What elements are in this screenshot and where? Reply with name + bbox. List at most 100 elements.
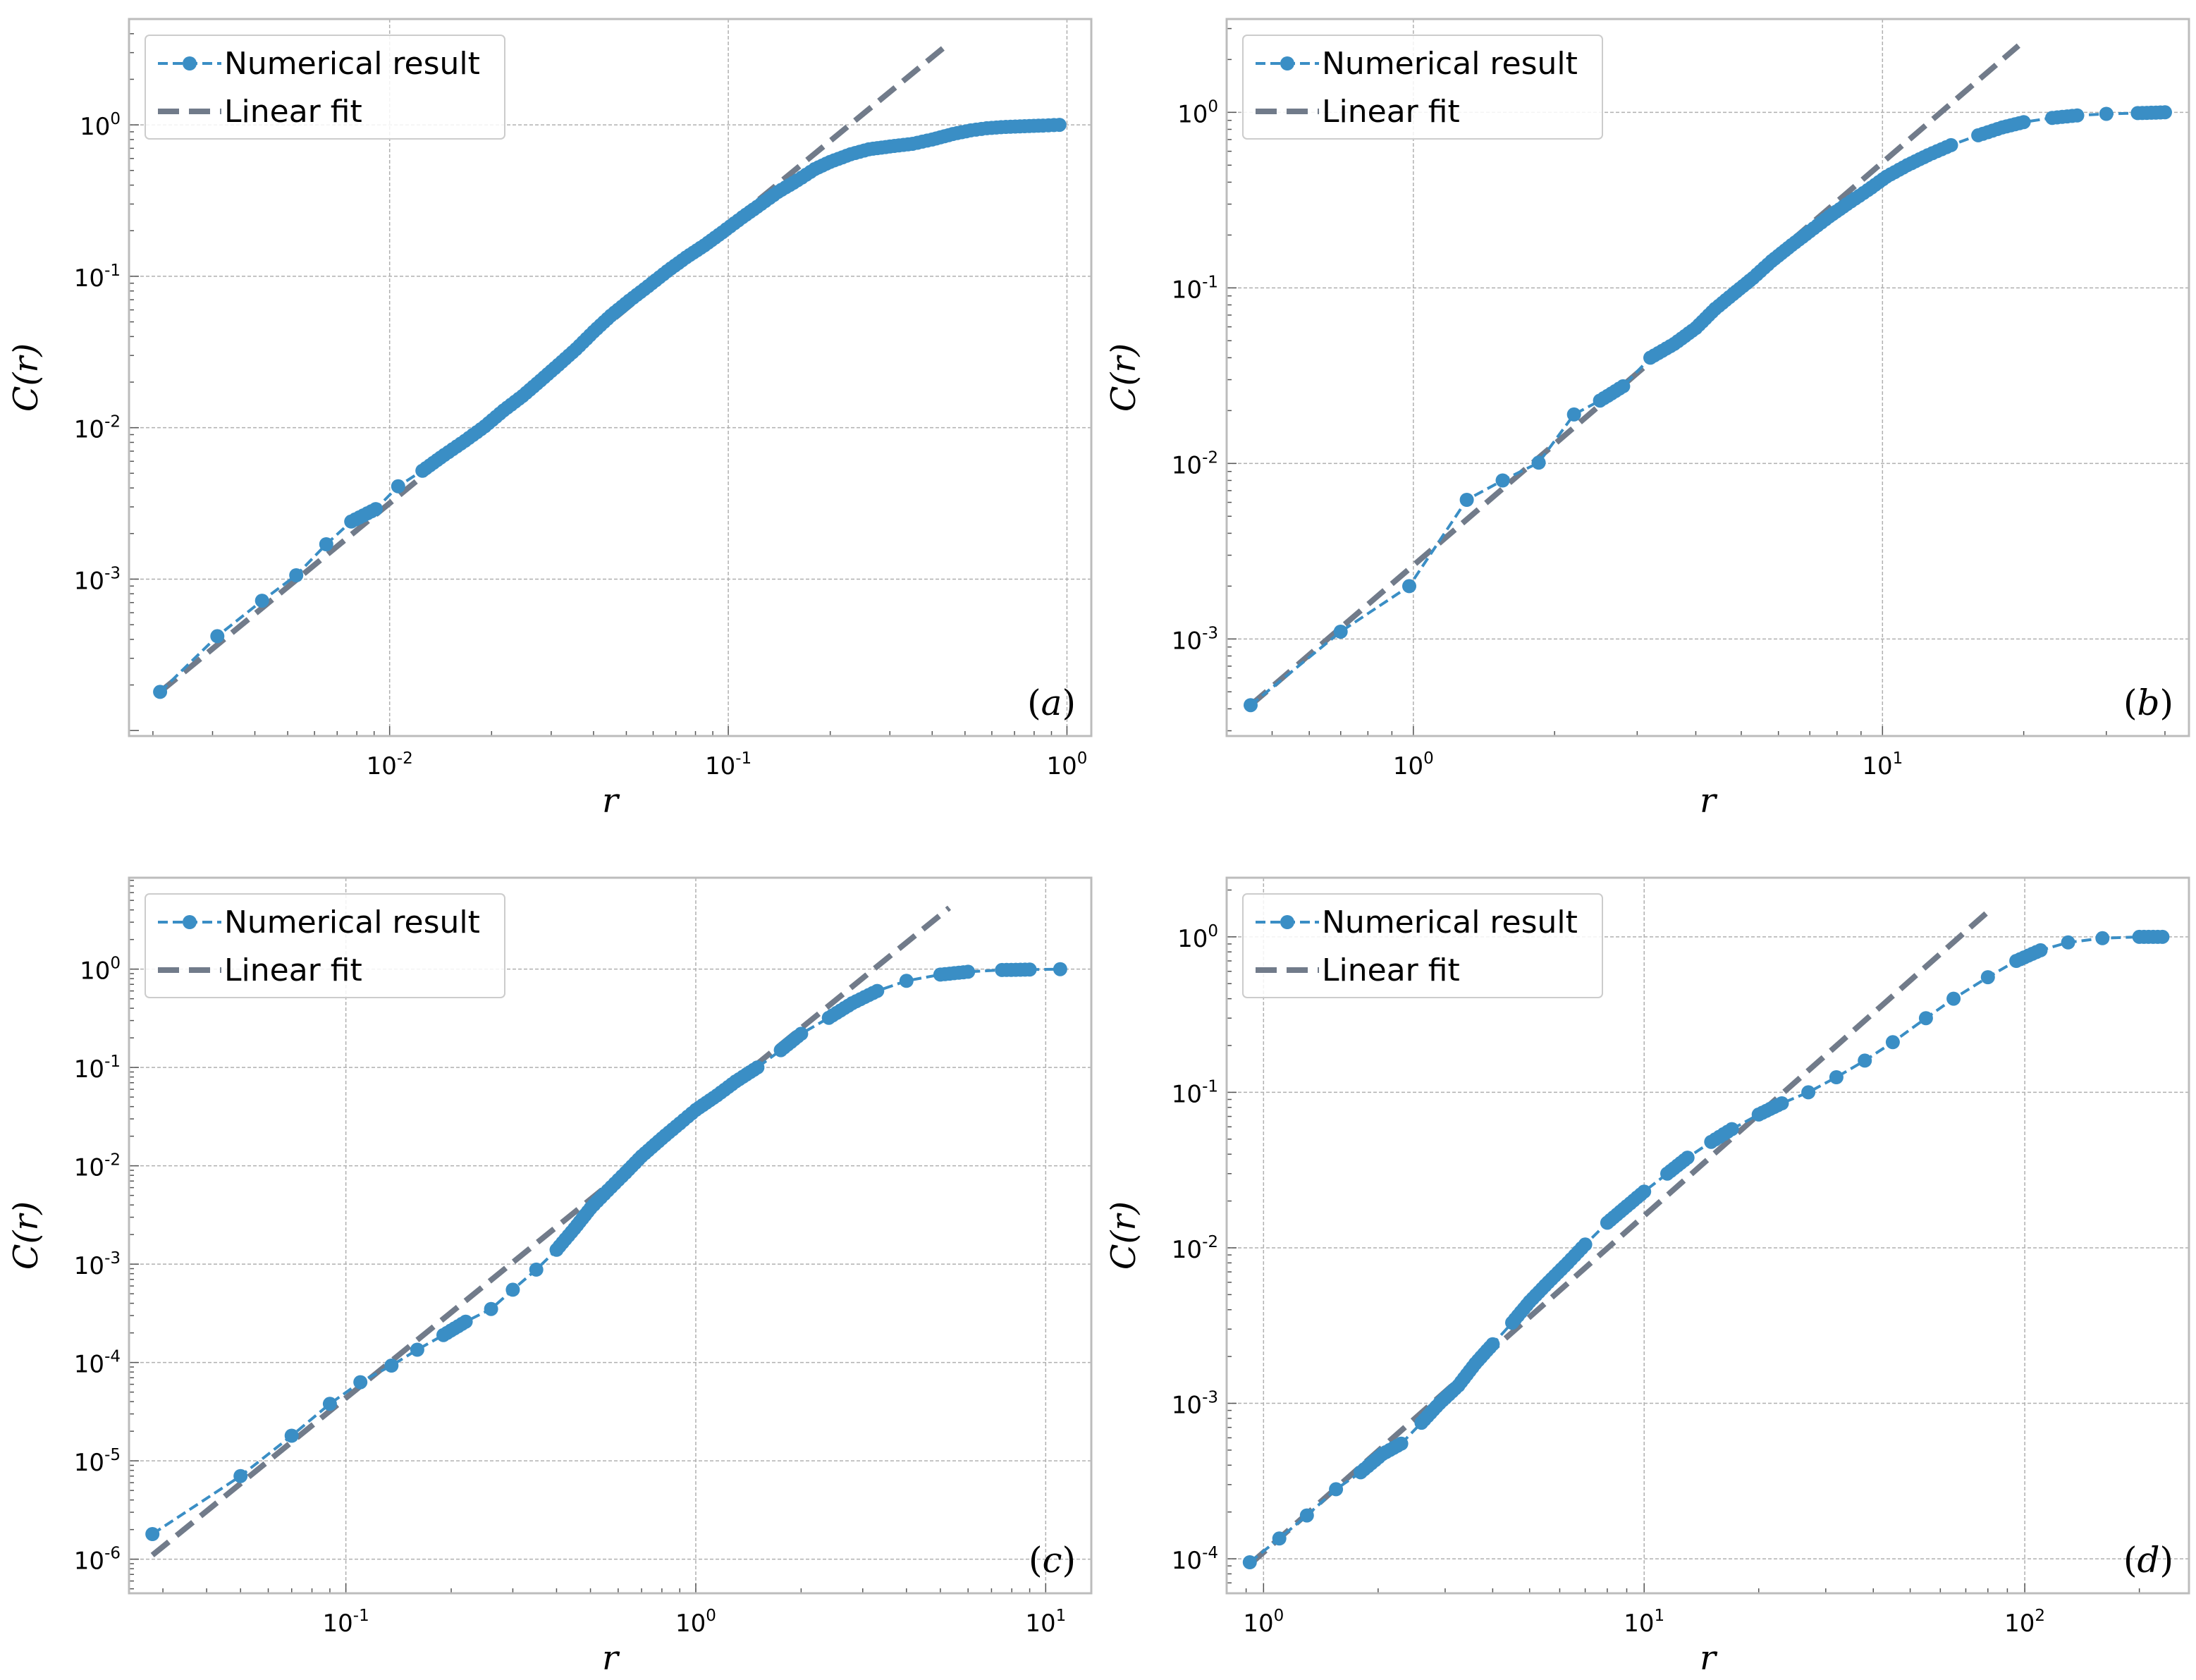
panel-c: 10-1 100 101 10-6 10-5 10-4 10-3 10-2 10-1 100 r C(… [6,876,1093,1678]
linear-fit-line [150,905,952,1558]
data-point [145,1527,160,1541]
x-axis-label: r [602,781,620,821]
y-axis-label: C(r) [1104,1201,1143,1270]
numerical-result-line [152,967,1060,1535]
data-point [1485,1337,1500,1351]
data-point [1774,1096,1789,1110]
y-tick-label: 10-2 [1172,1233,1218,1264]
x-tick-label: 100 [1047,749,1088,780]
data-point [1637,1184,1652,1199]
x-tick-label: 101 [1862,749,1903,780]
data-point [1299,1508,1314,1523]
panel-a: 10-2 10-1 100 10-3 10-2 10-1 100 r C(r) (a) Numeri… [6,18,1093,821]
data-point [961,964,976,979]
y-tick-label: 10-1 [74,262,121,293]
data-point [1495,473,1510,488]
legend-fit-label: Linear fit [1322,94,1460,130]
data-point [1459,493,1474,507]
x-axis-label: r [1700,781,1718,821]
x-tick-label: 10-2 [367,749,413,780]
data-point [319,537,333,551]
legend: Numerical result Linear fit [1242,35,1603,140]
plot-frame [128,876,1093,1595]
data-point [2158,105,2172,120]
y-tick-label: 10-2 [1172,448,1218,479]
data-point [233,1469,248,1483]
y-tick-label: 10-3 [74,564,121,595]
plot-frame [128,18,1093,737]
data-point [284,1428,299,1443]
y-tick-label: 10-3 [74,1249,121,1280]
panel-label: (d) [2123,1540,2173,1581]
data-point [1242,1555,1257,1569]
y-axis-label: C(r) [6,1201,46,1270]
data-point [391,479,405,493]
data-point [1578,1237,1593,1252]
data-point [1858,1053,1872,1068]
legend-fit-label: Linear fit [1322,952,1460,988]
data-point [2095,931,2110,945]
data-point [1829,1070,1844,1084]
legend-fit-label: Linear fit [224,952,362,988]
y-tick-label: 10-1 [74,1053,121,1084]
x-tick-label: 10-1 [705,749,752,780]
data-point [870,983,885,998]
numerical-result-line [159,123,1060,693]
data-point [1333,625,1348,639]
numerical-result-markers [1244,105,2172,713]
data-point [899,974,914,988]
data-point [1052,118,1067,133]
y-tick-label: 10-4 [74,1348,121,1379]
y-tick-label: 10-2 [74,413,121,444]
x-tick-label: 100 [1393,749,1434,780]
data-point [289,568,304,582]
y-tick-label: 10-5 [74,1446,121,1477]
y-tick-label: 100 [1177,97,1218,128]
grid [129,878,1091,1593]
y-tick-label: 10-4 [1172,1544,1218,1575]
data-point [153,685,168,699]
data-point [1053,962,1067,976]
data-point [1616,379,1631,393]
data-point [1244,698,1258,713]
legend-numerical-marker [1280,56,1294,70]
data-point [1944,137,1958,152]
panel-label: (b) [2123,682,2173,723]
y-tick-label: 100 [1177,922,1218,953]
y-axis-label: C(r) [1104,343,1143,412]
data-point [410,1342,424,1357]
data-point [2070,108,2085,123]
x-tick-label: 100 [1243,1607,1284,1638]
legend-numerical-marker [183,56,197,70]
x-tick-label: 102 [2004,1607,2045,1638]
data-point [1272,1531,1287,1546]
numerical-result-markers [153,118,1067,699]
data-point [2099,106,2114,121]
data-point [2061,935,2075,950]
data-point [1980,970,1995,985]
data-point [1946,991,1961,1006]
data-point [505,1282,520,1297]
data-point [322,1397,337,1411]
legend: Numerical result Linear fit [145,35,505,140]
y-tick-label: 10-3 [1172,624,1218,655]
y-tick-label: 10-3 [1172,1389,1218,1420]
plot-frame [1225,876,2190,1595]
data-point [1531,455,1546,470]
data-point [1402,579,1416,594]
x-tick-label: 101 [1624,1607,1664,1638]
data-point [1724,1122,1739,1136]
x-tick-label: 101 [1025,1607,1066,1638]
legend-box [145,893,505,998]
data-point [1329,1482,1344,1497]
legend-numerical-label: Numerical result [1322,905,1578,940]
data-point [1566,407,1581,422]
data-point [484,1301,498,1316]
legend-numerical-label: Numerical result [224,46,480,82]
data-point [254,594,269,608]
plot-frame [1225,18,2190,737]
data-point [1680,1151,1695,1165]
data-point [750,1060,765,1075]
x-tick-label: 100 [675,1607,716,1638]
data-point [1022,962,1037,977]
